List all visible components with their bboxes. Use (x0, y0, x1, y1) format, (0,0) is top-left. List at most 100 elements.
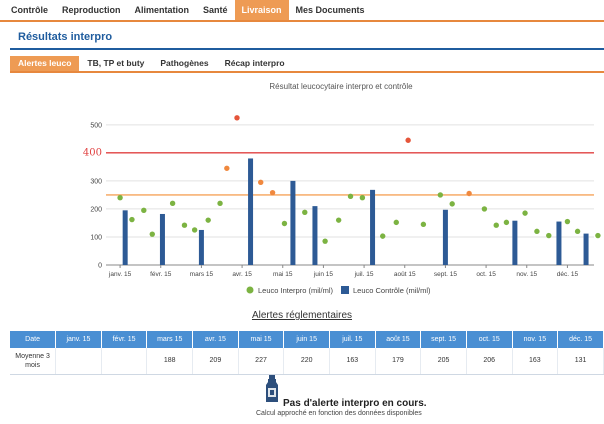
header-cell: avr. 15 (192, 331, 239, 348)
point-leuco-interpro (149, 231, 155, 237)
bar-leuco-controle (312, 206, 318, 265)
x-tick-label: juin 15 (313, 271, 334, 278)
header-cell: août 15 (375, 331, 422, 348)
x-tick-label: mars 15 (190, 271, 214, 278)
y-tick-label: 500 (90, 122, 102, 129)
x-tick-label: sept. 15 (434, 271, 458, 278)
point-leuco-interpro (380, 233, 386, 239)
point-leuco-interpro (574, 228, 581, 235)
point-leuco-interpro (258, 179, 264, 185)
leuco-chart: Résultat leucocytaire interpro et contrô… (83, 82, 601, 295)
bar-leuco-controle (442, 209, 448, 265)
x-tick-label: mai 15 (273, 271, 293, 278)
calculation-note: Calcul approché en fonction des données … (256, 410, 422, 417)
header-cell: juin 15 (283, 331, 330, 348)
point-leuco-interpro (234, 115, 240, 121)
title-divider (10, 48, 604, 50)
table-cell: 131 (557, 348, 604, 375)
bar-leuco-controle (512, 220, 518, 265)
y-tick-label: 200 (90, 206, 102, 213)
alerts-header-row: Date janv. 15 févr. 15 mars 15 avr. 15 m… (10, 331, 604, 348)
bar-leuco-controle (290, 180, 296, 265)
header-cell: oct. 15 (466, 331, 513, 348)
nav-tab-mes-documents[interactable]: Mes Documents (295, 5, 365, 15)
milk-bottle-icon (266, 375, 278, 402)
table-cell: 163 (329, 348, 376, 375)
table-cell (101, 348, 148, 375)
legend-marker-controle (341, 286, 349, 294)
point-leuco-interpro (205, 217, 211, 223)
nav-tab-controle[interactable]: Contrôle (11, 5, 48, 15)
subtab-recap-interpro[interactable]: Récap interpro (224, 58, 285, 68)
point-leuco-interpro (281, 220, 288, 227)
header-cell: févr. 15 (101, 331, 148, 348)
bar-leuco-controle (556, 221, 562, 265)
alerts-title: Alertes réglementaires (251, 310, 353, 321)
header-cell: mai 15 (238, 331, 285, 348)
point-leuco-interpro (141, 207, 147, 214)
point-leuco-interpro (224, 165, 230, 171)
header-cell: nov. 15 (512, 331, 559, 348)
table-cell (55, 348, 102, 375)
bar-leuco-controle (248, 158, 254, 265)
table-cell: 206 (466, 348, 513, 375)
subtab-alertes-leuco[interactable]: Alertes leuco (10, 56, 80, 71)
x-tick-label: juil. 15 (354, 271, 374, 278)
table-cell: 188 (146, 348, 194, 375)
point-leuco-interpro (181, 222, 188, 228)
y-tick-label: 0 (98, 263, 102, 270)
point-leuco-interpro (169, 200, 176, 207)
table-cell: 227 (238, 348, 285, 375)
point-leuco-interpro (347, 193, 354, 200)
top-navigation: Contrôle Reproduction Alimentation Santé… (0, 0, 604, 22)
x-tick-label: oct. 15 (476, 271, 496, 278)
alerts-table: Date janv. 15 févr. 15 mars 15 avr. 15 m… (10, 331, 604, 375)
point-leuco-interpro (493, 222, 499, 228)
bar-leuco-controle (370, 189, 376, 265)
point-leuco-interpro (405, 137, 411, 143)
header-cell: Date (10, 331, 57, 348)
legend-label-interpro: Leuco Interpro (mil/ml) (258, 286, 334, 295)
chart-title: Résultat leucocytaire interpro et contrô… (269, 82, 413, 91)
point-leuco-interpro (595, 232, 601, 239)
table-row: Moyenne 3 mois 188 209 227 220 163 179 2… (10, 348, 604, 375)
sub-navigation: Alertes leuco TB, TP et buty Pathogènes … (10, 56, 604, 73)
table-cell: 220 (283, 348, 330, 375)
point-leuco-interpro (191, 227, 198, 233)
bar-leuco-controle (583, 233, 589, 265)
x-tick-label: nov. 15 (516, 271, 537, 278)
table-cell: 179 (375, 348, 422, 375)
nav-tab-sante[interactable]: Santé (203, 5, 228, 15)
y-tick-label: 400 (83, 147, 102, 158)
bar-leuco-controle (198, 229, 204, 265)
point-leuco-interpro (335, 217, 342, 223)
point-leuco-interpro (437, 192, 444, 198)
x-tick-label: déc. 15 (557, 271, 579, 278)
point-leuco-interpro (117, 195, 123, 201)
header-cell: déc. 15 (557, 331, 604, 348)
point-leuco-interpro (534, 228, 540, 235)
table-cell: 205 (420, 348, 467, 375)
x-tick-label: août 15 (394, 271, 416, 278)
point-leuco-interpro (129, 216, 135, 223)
legend-marker-interpro (246, 286, 254, 294)
header-cell: juil. 15 (329, 331, 376, 348)
y-tick-label: 300 (90, 178, 102, 185)
nav-tab-reproduction[interactable]: Reproduction (62, 5, 121, 15)
point-leuco-interpro (217, 200, 223, 207)
nav-tab-alimentation[interactable]: Alimentation (134, 5, 190, 15)
nav-tab-livraison[interactable]: Livraison (234, 0, 289, 20)
point-leuco-interpro (564, 218, 571, 225)
point-leuco-interpro (302, 209, 308, 215)
header-cell: sept. 15 (420, 331, 467, 348)
subtab-pathogenes[interactable]: Pathogènes (160, 58, 209, 68)
point-leuco-interpro (522, 210, 528, 216)
bar-leuco-controle (122, 210, 128, 265)
legend-label-controle: Leuco Contrôle (mil/ml) (353, 286, 431, 295)
point-leuco-interpro (322, 238, 328, 244)
point-leuco-interpro (449, 201, 455, 207)
point-leuco-interpro (393, 219, 399, 226)
x-tick-label: avr. 15 (232, 271, 252, 278)
no-alert-message: Pas d'alerte interpro en cours. (283, 398, 427, 409)
subtab-tb-tp-buty[interactable]: TB, TP et buty (87, 58, 145, 68)
